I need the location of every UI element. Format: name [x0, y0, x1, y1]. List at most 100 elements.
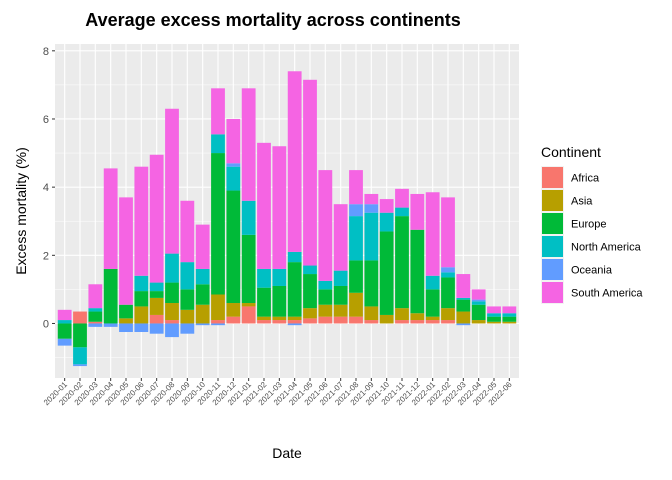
bar-segment-oceania — [119, 323, 133, 332]
bar-segment-south-america — [318, 170, 333, 281]
bar-segment-north-america — [318, 280, 333, 290]
bar-segment-europe — [119, 304, 133, 319]
bar-segment-north-america — [333, 270, 348, 286]
bar-segment-europe — [165, 282, 179, 304]
bar-segment-asia — [241, 303, 256, 307]
bar-segment-north-america — [364, 212, 379, 261]
bar-segment-south-america — [349, 170, 363, 205]
bar-segment-north-america — [57, 320, 72, 324]
bar-segment-north-america — [471, 301, 486, 305]
bar-segment-asia — [195, 304, 210, 324]
bar-segment-north-america — [180, 262, 195, 290]
x-axis-title: Date — [272, 445, 302, 461]
bar-segment-asia — [318, 304, 333, 317]
bar-segment-north-america — [211, 134, 225, 154]
bar-segment-europe — [88, 311, 103, 322]
bar-segment-asia — [349, 292, 363, 317]
bar-segment-asia — [502, 321, 517, 324]
bar-segment-oceania — [441, 267, 455, 273]
x-axis: 2020-012020-022020-032020-042020-052020-… — [42, 378, 514, 407]
bar-segment-europe — [471, 304, 486, 321]
bar-segment-africa — [226, 316, 241, 324]
bar-segment-africa — [425, 320, 440, 324]
bar-segment-africa — [149, 314, 164, 324]
bar-segment-south-america — [211, 88, 225, 135]
bar-segment-africa — [73, 311, 87, 324]
bar-segment-south-america — [57, 309, 72, 321]
y-tick-label: 4 — [43, 182, 49, 194]
bar-segment-africa — [395, 320, 409, 324]
bar-segment-oceania — [211, 323, 225, 326]
bar-segment-asia — [395, 308, 409, 321]
bar-segment-south-america — [364, 193, 379, 205]
bar-segment-south-america — [471, 289, 486, 300]
bar-segment-europe — [395, 216, 409, 309]
bar-segment-asia — [272, 316, 287, 321]
bar-segment-europe — [57, 323, 72, 339]
bar-segment-north-america — [226, 166, 241, 191]
bar-segment-asia — [425, 316, 440, 321]
bar-segment-north-america — [379, 212, 394, 232]
bar-segment-europe — [502, 316, 517, 322]
bar-segment-oceania — [226, 163, 241, 167]
bar-segment-oceania — [103, 323, 118, 327]
bar-segment-south-america — [272, 146, 287, 269]
bar-segment-europe — [241, 234, 256, 304]
bar-segment-asia — [226, 303, 241, 317]
bar-segment-asia — [287, 316, 302, 321]
bar-segment-asia — [303, 308, 317, 319]
bar-segment-europe — [303, 274, 317, 309]
bar-segment-south-america — [333, 204, 348, 271]
y-tick-label: 2 — [43, 250, 49, 262]
bar-segment-oceania — [180, 323, 195, 334]
bar-segment-south-america — [180, 200, 195, 263]
legend-key-oceania — [542, 259, 563, 280]
bar-segment-europe — [333, 285, 348, 305]
legend-label: North America — [571, 242, 642, 254]
bar-segment-north-america — [441, 272, 455, 278]
bar-segment-oceania — [364, 204, 379, 213]
bar-segment-south-america — [241, 88, 256, 201]
bar-segment-europe — [257, 287, 271, 317]
legend-key-africa — [542, 167, 563, 188]
bar-segment-south-america — [441, 197, 455, 268]
bar-segment-south-america — [410, 193, 425, 230]
bar-segment-oceania — [287, 323, 302, 326]
bar-segment-asia — [211, 294, 225, 321]
bar-segment-north-america — [257, 268, 271, 288]
legend-key-europe — [542, 213, 563, 234]
bar-segment-south-america — [134, 166, 149, 276]
legend-label: South America — [571, 288, 643, 300]
bar-segment-asia — [134, 306, 149, 324]
legend-label: Africa — [571, 173, 600, 185]
bar-segment-asia — [165, 303, 179, 321]
bar-segment-north-america — [88, 308, 103, 312]
y-tick-label: 6 — [43, 114, 49, 126]
y-axis: 0 2 4 6 8 — [43, 46, 55, 330]
bar-segment-europe — [134, 291, 149, 307]
bar-segment-asia — [379, 314, 394, 324]
bar-segment-asia — [180, 309, 195, 324]
legend-key-north-america — [542, 236, 563, 257]
bar-segment-south-america — [379, 199, 394, 213]
bar-segment-africa — [211, 320, 225, 324]
bar-segment-north-america — [165, 253, 179, 283]
bar-segment-africa — [165, 320, 179, 324]
bar-segment-africa — [441, 320, 455, 324]
bar-segment-north-america — [487, 313, 501, 317]
bar-segment-europe — [441, 277, 455, 309]
legend-key-asia — [542, 190, 563, 211]
bar-segment-south-america — [88, 284, 103, 309]
bar-segment-oceania — [57, 338, 72, 346]
bar-segment-north-america — [502, 313, 517, 317]
bar-segment-north-america — [73, 347, 87, 365]
bar-segment-oceania — [88, 323, 103, 327]
bar-segment-south-america — [119, 197, 133, 305]
bar-segment-north-america — [425, 275, 440, 290]
bar-segment-north-america — [149, 282, 164, 292]
bar-segment-south-america — [226, 118, 241, 164]
bar-segment-europe — [487, 316, 501, 322]
bar-segment-asia — [471, 320, 486, 324]
bar-segment-europe — [425, 289, 440, 317]
bar-segment-asia — [456, 311, 471, 324]
